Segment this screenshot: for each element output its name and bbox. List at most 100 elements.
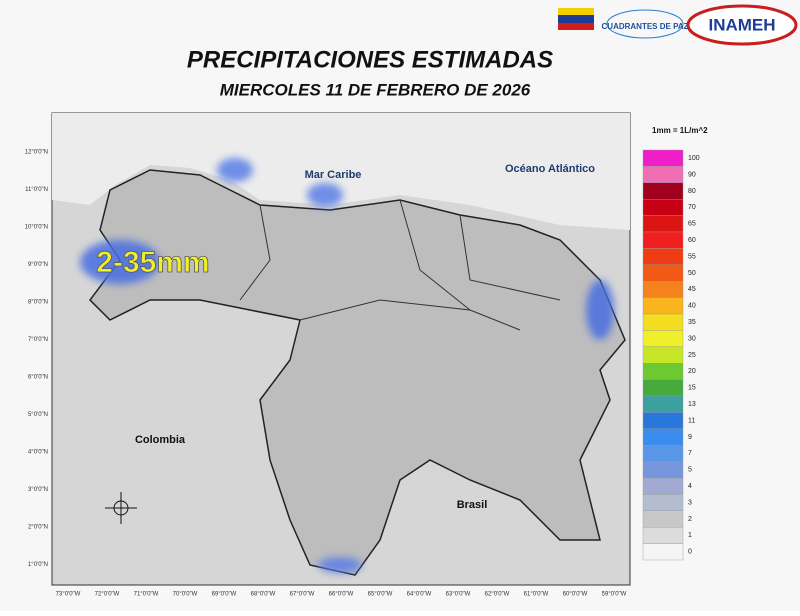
colorbar-cell [642,215,684,233]
colorbar-label: 4 [688,483,692,490]
lon-label: 66°0'0"W [329,592,354,598]
colorbar-cell [642,166,684,183]
rain-area [586,280,614,340]
lon-label: 62°0'0"W [485,592,510,598]
lat-label: 3°0'0"N [28,487,48,493]
colorbar-label: 45 [688,286,696,293]
lat-label: 6°0'0"N [28,375,48,381]
lon-label: 60°0'0"W [563,592,588,598]
lon-label: 65°0'0"W [368,592,393,598]
colorbar-cell [642,527,684,544]
colorbar-label: 15 [688,385,696,392]
flag [558,23,594,30]
lat-label: 5°0'0"N [28,412,48,418]
colorbar-label: 90 [688,171,696,178]
colorbar-cell [642,543,684,561]
colorbar-cell [642,395,684,413]
lon-label: 72°0'0"W [95,592,120,598]
colorbar-cell [642,198,684,216]
lat-label: 11°0'0"N [25,187,48,193]
colorbar-cell [642,363,684,380]
lon-label: 71°0'0"W [134,592,159,598]
colorbar-label: 30 [688,335,696,342]
colorbar-label: 40 [688,303,696,310]
colorbar-label: 100 [688,155,700,162]
lon-label: 59°0'0"W [602,592,627,598]
lon-label: 67°0'0"W [290,592,315,598]
title: PRECIPITACIONES ESTIMADAS [187,46,553,73]
colorbar-label: 5 [688,467,692,474]
colorbar-cell [642,248,684,265]
colorbar-label: 0 [688,549,692,556]
colorbar-cell [642,297,684,315]
colorbar-label: 2 [688,516,692,523]
rain-area [80,240,160,284]
colorbar-label: 70 [688,204,696,211]
colorbar-cell [642,281,684,298]
colorbar-cell [642,428,684,446]
colorbar-cell [642,379,684,397]
colorbar-label: 60 [688,237,696,244]
colorbar-label: 13 [688,401,696,408]
colorbar-cell [642,445,684,462]
map-label: Brasil [457,499,488,511]
colorbar-cell [642,412,684,429]
colorbar-cell [642,313,684,331]
lon-label: 68°0'0"W [251,592,276,598]
lon-label: 64°0'0"W [407,592,432,598]
legend-unit: 1mm = 1L/m^2 [652,126,708,135]
colorbar-cell [642,461,684,479]
sea [52,113,630,230]
colorbar-cell [642,330,684,347]
colorbar-label: 50 [688,270,696,277]
lat-label: 2°0'0"N [28,525,48,531]
colorbar-cell [642,182,684,200]
rain-label: 2-35mm [96,246,209,279]
colorbar-label: 65 [688,221,696,228]
map-label: Océano Atlántico [505,163,595,175]
flag [558,15,594,23]
lat-label: 9°0'0"N [28,262,48,268]
colorbar-label: 80 [688,188,696,195]
colorbar-cell [642,510,684,528]
lat-label: 4°0'0"N [28,450,48,456]
lon-label: 63°0'0"W [446,592,471,598]
colorbar-cell [642,149,684,167]
colorbar-label: 55 [688,253,696,260]
colorbar-label: 9 [688,434,692,441]
lon-label: 70°0'0"W [173,592,198,598]
map-label: Colombia [135,434,186,446]
lon-label: 61°0'0"W [524,592,549,598]
rain-area [318,557,362,573]
lat-label: 10°0'0"N [25,225,48,231]
lat-label: 1°0'0"N [28,562,48,568]
lat-label: 7°0'0"N [28,337,48,343]
colorbar-label: 11 [688,417,695,424]
colorbar-label: 20 [688,368,696,375]
colorbar-label: 7 [688,450,692,457]
logo [606,9,684,39]
rain-area [217,158,253,182]
border [239,199,561,331]
compass [105,492,137,524]
colorbar-label: 25 [688,352,696,359]
colorbar-cell [642,477,684,495]
logo [686,4,798,46]
logo-text: CUADRANTES DE PAZ [602,22,689,31]
lon-label: 73°0'0"W [56,592,81,598]
rain-area [307,183,343,207]
colorbar-cell [642,494,684,511]
colorbar-label: 3 [688,499,692,506]
subtitle: MIERCOLES 11 DE FEBRERO DE 2026 [220,80,531,99]
lat-label: 12°0'0"N [25,150,48,156]
colorbar-label: 35 [688,319,696,326]
colorbar-label: 1 [688,532,692,539]
colorbar-cell [642,346,684,364]
lat-label: 8°0'0"N [28,300,48,306]
logo-text: INAMEH [708,15,775,34]
colorbar-cell [642,231,684,249]
colorbar-cell [642,264,684,282]
lon-label: 69°0'0"W [212,592,237,598]
